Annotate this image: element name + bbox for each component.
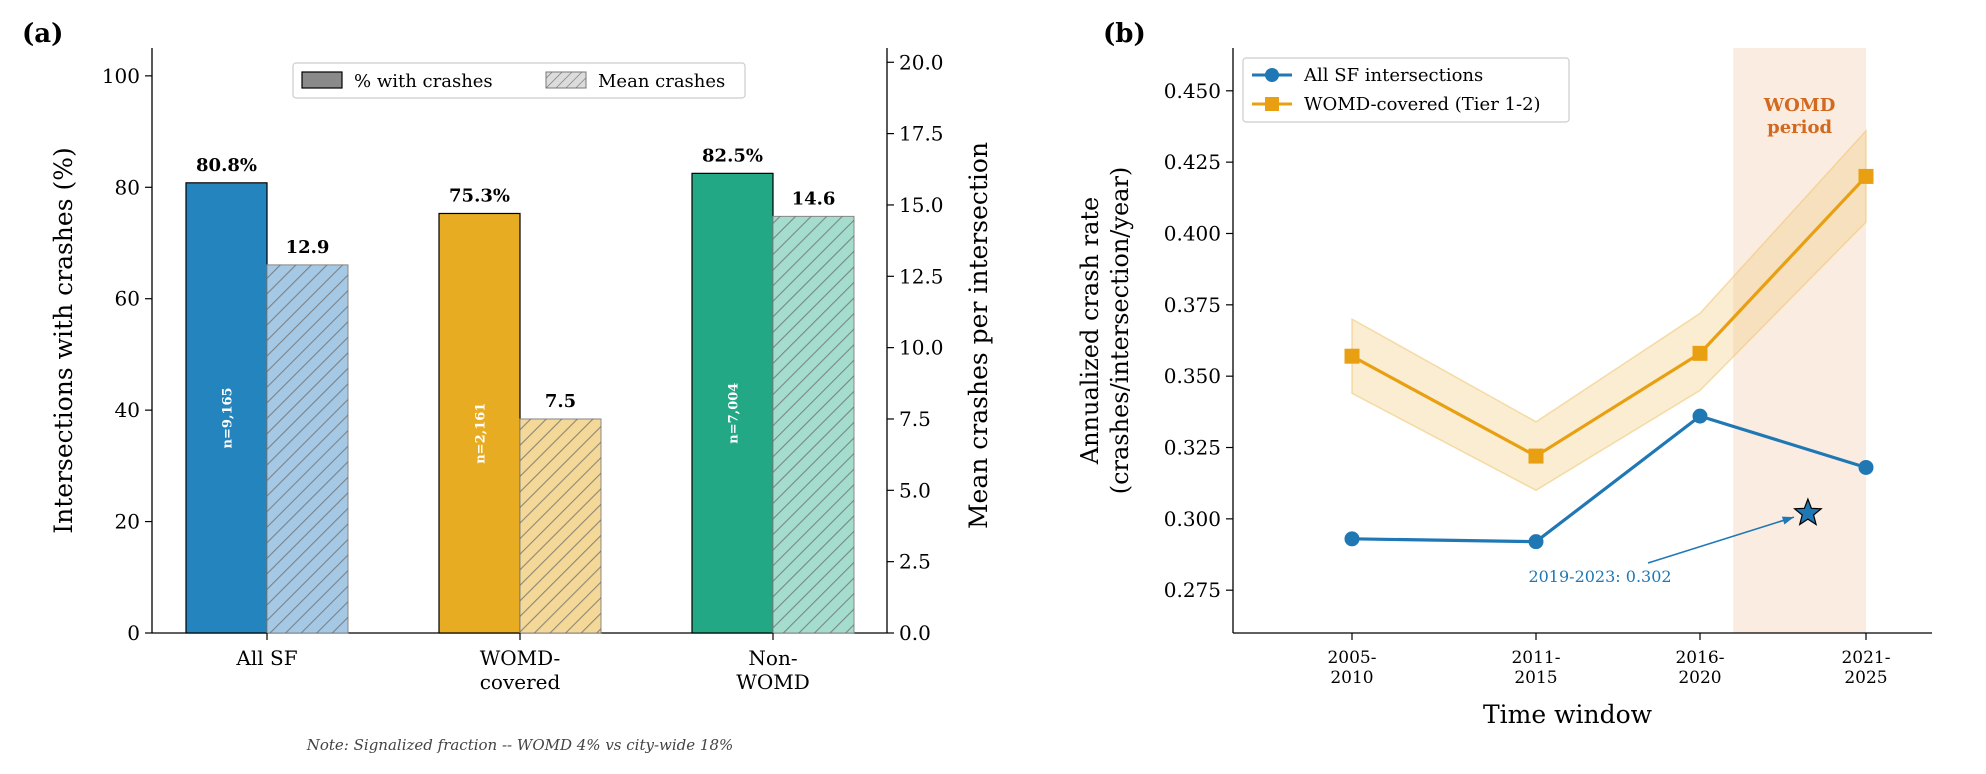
y-tick-label: 0.300 bbox=[1164, 507, 1221, 531]
womd-ci-band bbox=[1351, 128, 1867, 492]
right-tick-label: 17.5 bbox=[899, 122, 944, 146]
legend-label: WOMD-covered (Tier 1-2) bbox=[1304, 94, 1541, 115]
bar-value-label: 80.8% bbox=[196, 155, 257, 176]
legend: % with crashes Mean crashes bbox=[292, 62, 746, 99]
x-tick-label: WOMD- bbox=[480, 646, 561, 670]
left-tick-label: 0 bbox=[127, 621, 140, 645]
right-tick-label: 2.5 bbox=[899, 550, 931, 574]
all-sf-point bbox=[1692, 408, 1708, 424]
womd-point bbox=[1692, 345, 1708, 361]
bar-pct-crashes bbox=[185, 182, 268, 634]
womd-point bbox=[1344, 348, 1360, 364]
right-tick-label: 7.5 bbox=[899, 407, 931, 431]
bar-n-label: n=7,004 bbox=[727, 383, 742, 444]
x-tick-label: 2020 bbox=[1678, 668, 1721, 688]
womd-point bbox=[1528, 448, 1544, 464]
all-sf-line bbox=[1351, 414, 1867, 544]
bar-value-label: 82.5% bbox=[702, 145, 763, 166]
x-tick-label: 2005- bbox=[1327, 648, 1376, 668]
left-tick-label: 40 bbox=[115, 398, 140, 422]
x-tick-label: 2011- bbox=[1511, 648, 1560, 668]
womd-period-label: period bbox=[1767, 117, 1832, 138]
y-tick-label: 0.450 bbox=[1164, 79, 1221, 103]
annotation-arrowhead bbox=[1781, 516, 1794, 525]
y-tick-label: 0.375 bbox=[1164, 293, 1221, 317]
y-axis-title: Intersections with crashes (%) bbox=[49, 147, 78, 533]
y-tick-label: 0.275 bbox=[1164, 578, 1221, 602]
legend-label: Mean crashes bbox=[598, 71, 725, 92]
bar-n-label: n=9,165 bbox=[221, 387, 236, 448]
all-sf-point bbox=[1858, 459, 1874, 475]
bar-mean-crashes-hatch bbox=[520, 418, 601, 633]
y-tick-label: 0.325 bbox=[1164, 436, 1221, 460]
womd-period-label: WOMD bbox=[1763, 95, 1835, 116]
y-axis-right-title: Mean crashes per intersection bbox=[964, 142, 993, 529]
x-tick-label: covered bbox=[480, 670, 561, 694]
y-axis-title: (crashes/intersection/year) bbox=[1106, 167, 1134, 495]
womd-line bbox=[1351, 175, 1868, 458]
x-tick-label: 2016- bbox=[1675, 648, 1724, 668]
x-tick-label: 2015 bbox=[1514, 668, 1557, 688]
right-tick-label: 0.0 bbox=[899, 621, 931, 645]
bar-mean-crashes-hatch bbox=[267, 264, 348, 633]
left-tick-label: 60 bbox=[115, 287, 140, 311]
x-axis-title: Time window bbox=[1483, 700, 1653, 729]
panel-a: (a) 0 20 40 60 80 100 0.0 2.5 5.0 7.5 10.0 12.5 15.0… bbox=[22, 19, 993, 754]
x-tick-label: 2021- bbox=[1841, 648, 1890, 668]
legend-swatch-hatch bbox=[546, 72, 586, 88]
panel-a-note: Note: Signalized fraction -- WOMD 4% vs … bbox=[306, 736, 734, 754]
y-tick-label: 0.400 bbox=[1164, 221, 1221, 245]
x-tick-label: 2025 bbox=[1844, 668, 1887, 688]
annotation-text: 2019-2023: 0.302 bbox=[1528, 567, 1671, 586]
y-tick-label: 0.425 bbox=[1164, 150, 1221, 174]
panel-b-label: (b) bbox=[1103, 19, 1146, 49]
legend-label: All SF intersections bbox=[1303, 65, 1483, 86]
all-sf-point bbox=[1344, 531, 1360, 547]
x-tick-label: WOMD bbox=[736, 670, 809, 694]
bar-value-label: 14.6 bbox=[792, 188, 836, 209]
x-tick-label: Non- bbox=[748, 646, 797, 670]
all-sf-point bbox=[1528, 534, 1544, 550]
legend: All SF intersections WOMD-covered (Tier 1… bbox=[1242, 57, 1570, 123]
panel-a-label: (a) bbox=[22, 19, 63, 49]
left-tick-label: 100 bbox=[102, 64, 140, 88]
bar-plot-area: 0 20 40 60 80 100 0.0 2.5 5.0 7.5 10.0 12.5 15.0 17.5… bbox=[49, 48, 993, 694]
right-tick-label: 12.5 bbox=[899, 264, 944, 288]
bar-mean-crashes-hatch bbox=[773, 216, 854, 634]
legend-box bbox=[1242, 57, 1570, 123]
right-tick-label: 5.0 bbox=[899, 478, 931, 502]
womd-point bbox=[1858, 168, 1874, 184]
bar-pct-crashes bbox=[438, 212, 521, 634]
bar-n-label: n=2,161 bbox=[474, 403, 489, 464]
star-marker bbox=[1793, 497, 1823, 526]
bar-value-label: 7.5 bbox=[545, 391, 576, 412]
bar-value-label: 12.9 bbox=[286, 237, 330, 258]
annotation-arrow bbox=[1647, 516, 1795, 564]
y-axis-title: Annualized crash rate bbox=[1076, 197, 1104, 465]
legend-box bbox=[292, 62, 746, 99]
womd-period-shade bbox=[1733, 48, 1866, 633]
right-tick-label: 15.0 bbox=[899, 193, 944, 217]
legend-label: % with crashes bbox=[354, 71, 493, 92]
legend-marker bbox=[1265, 68, 1279, 82]
x-tick-label: All SF bbox=[235, 646, 297, 670]
bar-pct-crashes bbox=[691, 172, 774, 634]
legend-marker bbox=[1265, 97, 1279, 111]
left-tick-label: 80 bbox=[115, 175, 140, 199]
left-tick-label: 20 bbox=[115, 510, 140, 534]
right-tick-label: 10.0 bbox=[899, 336, 944, 360]
bar-value-label: 75.3% bbox=[449, 185, 510, 206]
x-tick-label: 2010 bbox=[1330, 668, 1373, 688]
legend-swatch-solid bbox=[301, 71, 343, 89]
right-tick-label: 20.0 bbox=[899, 50, 944, 74]
y-tick-label: 0.350 bbox=[1164, 364, 1221, 388]
